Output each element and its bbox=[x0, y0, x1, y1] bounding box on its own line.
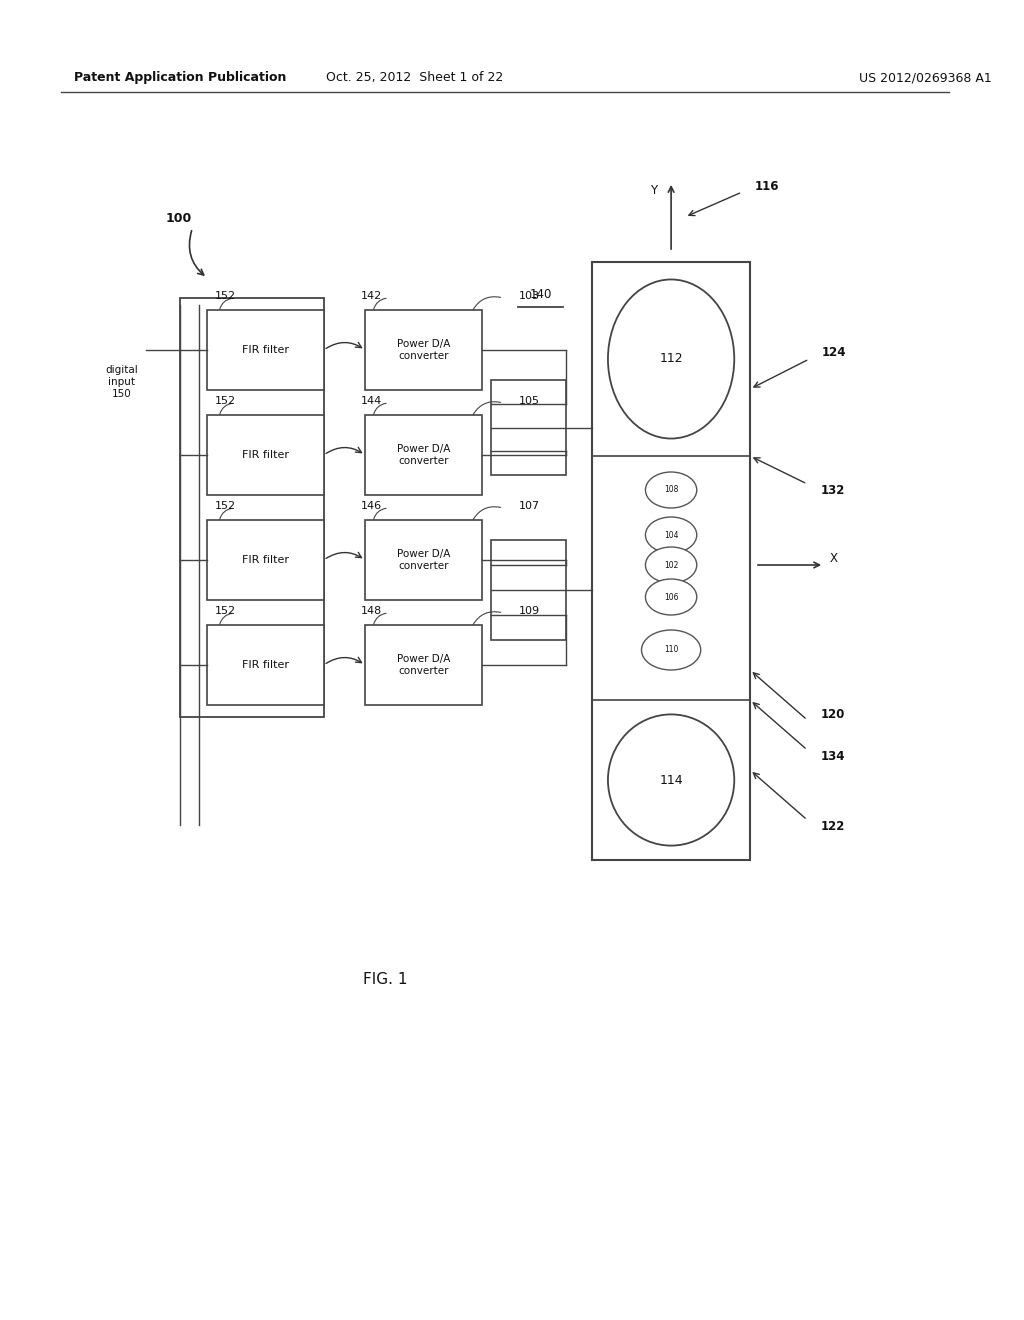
Text: 105: 105 bbox=[519, 396, 540, 407]
Ellipse shape bbox=[641, 630, 700, 671]
Text: 144: 144 bbox=[361, 396, 382, 407]
Text: 142: 142 bbox=[361, 290, 382, 301]
Text: 132: 132 bbox=[821, 483, 846, 496]
Text: digital
input
150: digital input 150 bbox=[105, 366, 138, 399]
Text: 152: 152 bbox=[215, 502, 237, 511]
Text: 146: 146 bbox=[361, 502, 382, 511]
Text: Patent Application Publication: Patent Application Publication bbox=[74, 71, 287, 84]
Text: FIR filter: FIR filter bbox=[242, 554, 289, 565]
Text: 152: 152 bbox=[215, 606, 237, 616]
Bar bbox=[207, 414, 324, 495]
Text: FIR filter: FIR filter bbox=[242, 345, 289, 355]
Bar bbox=[592, 261, 750, 861]
Text: 116: 116 bbox=[755, 181, 779, 194]
Ellipse shape bbox=[608, 280, 734, 438]
Text: FIR filter: FIR filter bbox=[242, 450, 289, 459]
Text: 108: 108 bbox=[664, 486, 678, 495]
Text: US 2012/0269368 A1: US 2012/0269368 A1 bbox=[858, 71, 991, 84]
Text: Power D/A
converter: Power D/A converter bbox=[396, 445, 451, 466]
Text: 152: 152 bbox=[215, 396, 237, 407]
Text: 134: 134 bbox=[821, 750, 846, 763]
Bar bbox=[492, 380, 565, 475]
Ellipse shape bbox=[645, 546, 696, 583]
Text: 148: 148 bbox=[361, 606, 382, 616]
Text: 114: 114 bbox=[659, 774, 683, 787]
Text: 140: 140 bbox=[529, 289, 552, 301]
Text: 106: 106 bbox=[664, 593, 678, 602]
Text: Power D/A
converter: Power D/A converter bbox=[396, 549, 451, 570]
Text: Power D/A
converter: Power D/A converter bbox=[396, 339, 451, 360]
Text: 107: 107 bbox=[519, 502, 541, 511]
Ellipse shape bbox=[608, 714, 734, 846]
Bar bbox=[207, 624, 324, 705]
Text: Power D/A
converter: Power D/A converter bbox=[396, 655, 451, 676]
Text: 152: 152 bbox=[215, 290, 237, 301]
Text: X: X bbox=[829, 553, 838, 565]
Bar bbox=[179, 298, 324, 717]
Bar bbox=[366, 414, 481, 495]
Bar bbox=[207, 520, 324, 601]
Text: 102: 102 bbox=[664, 561, 678, 569]
Text: FIR filter: FIR filter bbox=[242, 660, 289, 671]
Bar bbox=[366, 310, 481, 389]
Ellipse shape bbox=[645, 473, 696, 508]
Text: 100: 100 bbox=[166, 211, 193, 224]
Text: 122: 122 bbox=[821, 820, 846, 833]
Text: 120: 120 bbox=[821, 708, 846, 721]
Text: 112: 112 bbox=[659, 352, 683, 366]
Text: Y: Y bbox=[650, 183, 657, 197]
Bar bbox=[492, 540, 565, 640]
Text: 109: 109 bbox=[519, 606, 541, 616]
Text: FIG. 1: FIG. 1 bbox=[362, 973, 408, 987]
Text: 103: 103 bbox=[519, 290, 540, 301]
Text: 104: 104 bbox=[664, 531, 678, 540]
Text: Oct. 25, 2012  Sheet 1 of 22: Oct. 25, 2012 Sheet 1 of 22 bbox=[326, 71, 503, 84]
Bar bbox=[366, 624, 481, 705]
Bar bbox=[366, 520, 481, 601]
Text: 110: 110 bbox=[664, 645, 678, 655]
Ellipse shape bbox=[645, 579, 696, 615]
Text: 124: 124 bbox=[822, 346, 847, 359]
Bar bbox=[207, 310, 324, 389]
Ellipse shape bbox=[645, 517, 696, 553]
